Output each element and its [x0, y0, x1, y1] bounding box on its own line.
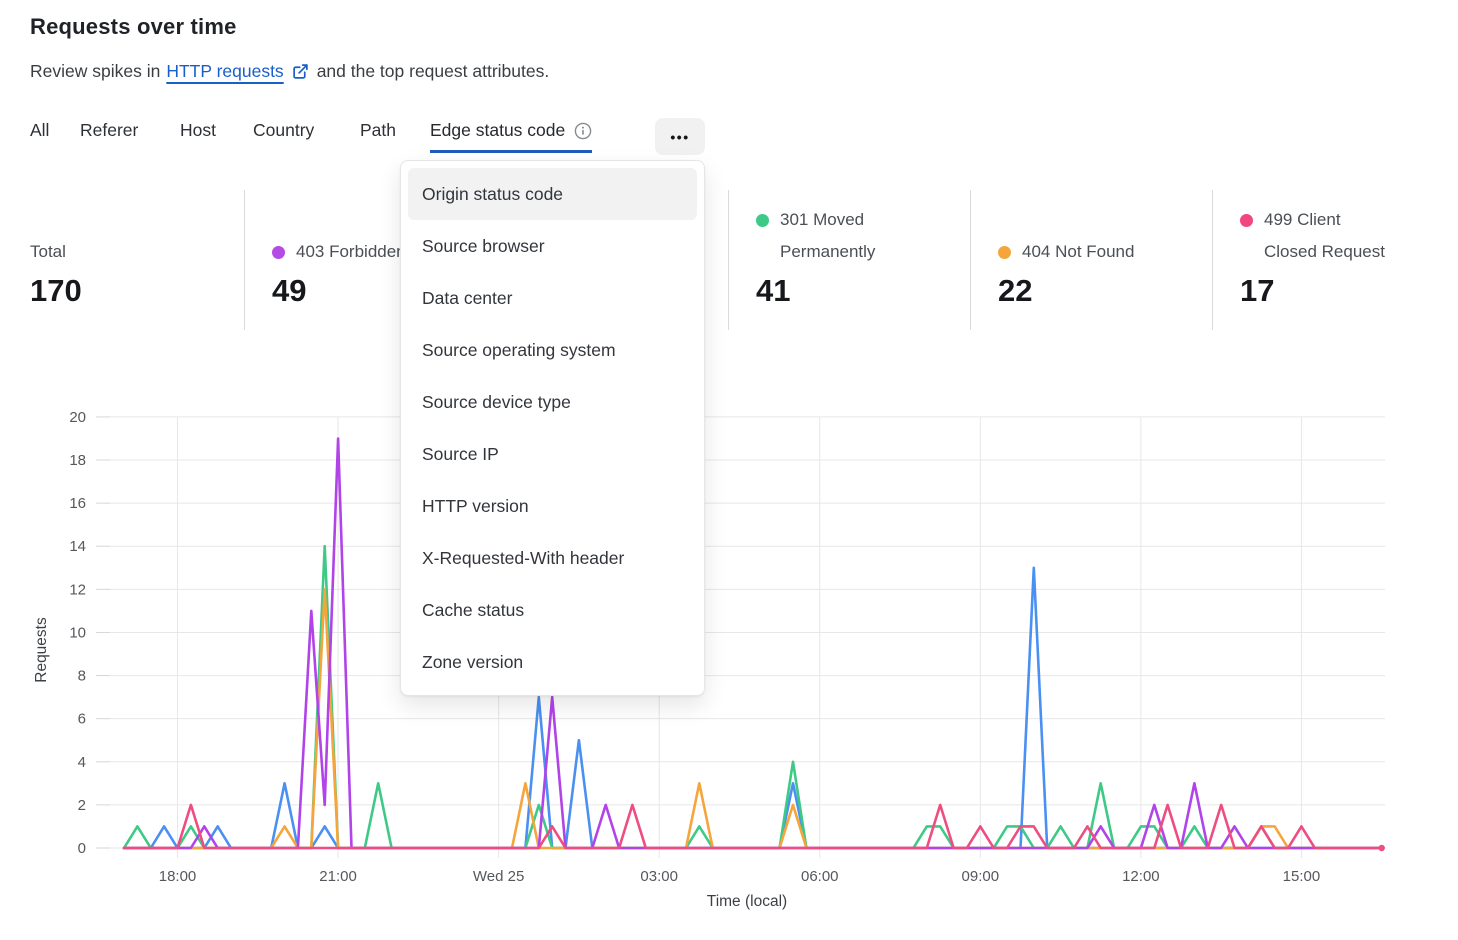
stat-301-moved-permanently: 301 Moved Permanently 41 [756, 196, 966, 310]
stat-404-label: 404 Not Found [1022, 242, 1135, 261]
subtitle-prefix: Review spikes in [30, 61, 161, 81]
stat-301-label: 301 Moved Permanently [780, 210, 876, 261]
menu-item-x-requested-with-header[interactable]: X-Requested-With header [422, 548, 625, 569]
attribute-dropdown-menu: Origin status code Source browser Data c… [400, 160, 705, 696]
tab-edge-status-code[interactable]: Edge status code [430, 120, 593, 153]
menu-item-source-browser[interactable]: Source browser [422, 235, 545, 256]
legend-dot-403 [272, 246, 285, 259]
tab-country[interactable]: Country [253, 120, 315, 140]
svg-text:Requests: Requests [33, 617, 50, 683]
legend-dot-404 [998, 246, 1011, 259]
stat-403-forbidden: 403 Forbidden 49 [272, 196, 482, 310]
svg-text:12: 12 [69, 581, 86, 598]
more-tabs-button[interactable]: ••• [655, 118, 705, 155]
page-subtitle: Review spikes in HTTP requests and the t… [30, 61, 549, 82]
stat-404-value: 22 [998, 273, 1033, 308]
page-title: Requests over time [30, 14, 237, 39]
tab-referer[interactable]: Referer [80, 120, 139, 140]
menu-item-cache-status[interactable]: Cache status [422, 600, 525, 621]
tab-all[interactable]: All [30, 120, 50, 140]
svg-text:6: 6 [78, 711, 86, 728]
svg-text:Wed 25: Wed 25 [473, 868, 524, 885]
menu-item-source-operating-system[interactable]: Source operating system [422, 339, 616, 360]
stat-divider [1212, 190, 1213, 330]
menu-item-http-version[interactable]: HTTP version [422, 496, 529, 517]
menu-item-zone-version[interactable]: Zone version [422, 652, 524, 673]
svg-text:03:00: 03:00 [640, 868, 678, 885]
stat-divider [728, 190, 729, 330]
svg-text:10: 10 [69, 624, 86, 641]
svg-text:4: 4 [78, 754, 86, 771]
legend-dot-499 [1240, 214, 1253, 227]
tab-edge-status-code-label: Edge status code [430, 120, 566, 140]
stat-total: Total 170 [30, 196, 240, 310]
svg-text:14: 14 [69, 538, 86, 555]
svg-text:20: 20 [69, 409, 86, 426]
menu-item-origin-status-code[interactable]: Origin status code [408, 168, 697, 221]
stat-499-value: 17 [1240, 273, 1275, 308]
legend-dot-301 [756, 214, 769, 227]
stat-301-value: 41 [756, 273, 791, 308]
menu-item-data-center[interactable]: Data center [422, 287, 513, 308]
svg-text:18: 18 [69, 452, 86, 469]
stat-total-label: Total [30, 242, 66, 261]
stat-divider [244, 190, 245, 330]
svg-text:2: 2 [78, 797, 86, 814]
stat-403-label: 403 Forbidden [296, 242, 406, 261]
svg-text:09:00: 09:00 [962, 868, 1000, 885]
requests-over-time-chart: 0 2 4 6 8 10 12 14 16 18 20 18:00 21:00 Wed 25 03:00 06… [33, 409, 1385, 910]
stat-404-not-found: 404 Not Found 22 [998, 196, 1208, 310]
svg-text:18:00: 18:00 [159, 868, 197, 885]
svg-text:0: 0 [78, 840, 86, 857]
subtitle-suffix: and the top request attributes. [316, 61, 550, 81]
tab-path[interactable]: Path [360, 120, 396, 140]
menu-item-source-ip[interactable]: Source IP [422, 444, 499, 465]
svg-text:8: 8 [78, 668, 86, 685]
svg-text:06:00: 06:00 [801, 868, 839, 885]
stat-499-client-closed-request: 499 Client Closed Request 17 [1240, 196, 1450, 310]
stat-divider [970, 190, 971, 330]
http-requests-link[interactable]: HTTP requests [166, 61, 284, 81]
svg-text:16: 16 [69, 495, 86, 512]
stat-499-label: 499 Client Closed Request [1264, 210, 1385, 261]
svg-text:21:00: 21:00 [319, 868, 357, 885]
tab-host[interactable]: Host [180, 120, 216, 140]
info-icon[interactable] [574, 122, 592, 140]
stat-403-value: 49 [272, 273, 307, 308]
menu-item-source-device-type[interactable]: Source device type [422, 391, 571, 412]
svg-text:15:00: 15:00 [1283, 868, 1321, 885]
svg-text:Time (local): Time (local) [707, 893, 787, 910]
stat-total-value: 170 [30, 273, 82, 308]
svg-text:12:00: 12:00 [1122, 868, 1160, 885]
external-link-icon [292, 63, 309, 80]
